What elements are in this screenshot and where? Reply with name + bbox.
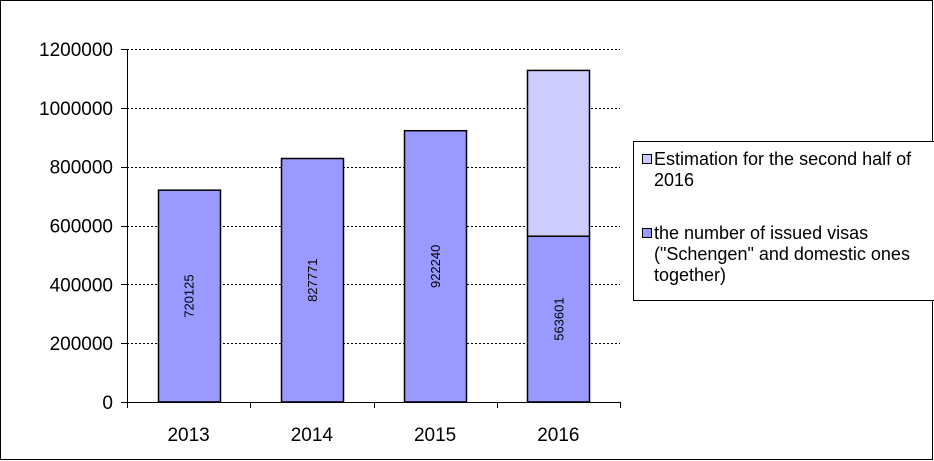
y-tick-label: 200000 [50,334,113,355]
legend-label-estimation: Estimation for the second half of 2016 [654,149,912,190]
bar-2016-series-1 [526,69,591,237]
axes [121,49,621,408]
bar-2015-series-0 [403,129,468,403]
bar-2014-series-0 [280,157,345,403]
y-tick-label: 1000000 [39,99,113,120]
data-label: 720125 [182,274,197,317]
y-tick-label: 800000 [50,158,113,179]
x-tick-label: 2013 [167,425,209,446]
y-tick-label: 600000 [50,217,113,238]
y-tick-label: 400000 [50,275,113,296]
data-labels: 720125 827771 922240 563601 [182,245,567,341]
legend-label-issued-visas: the number of issued visas ("Schengen" a… [654,223,910,285]
legend-swatch-estimation [642,154,652,164]
y-tick-label: 0 [102,393,113,414]
legend-swatch-issued-visas [642,228,652,238]
legend-item-estimation: Estimation for the second half of 2016 [642,149,928,191]
legend-item-issued-visas: the number of issued visas ("Schengen" a… [642,223,928,286]
data-label: 922240 [428,245,443,288]
y-tick-labels: 0 200000 400000 600000 800000 1000000 1200000 [39,40,113,414]
data-label: 563601 [551,297,566,340]
y-tick-label: 1200000 [39,40,113,61]
x-tick-label: 2014 [291,425,334,446]
data-label: 827771 [305,259,320,302]
bar-2016-series-0 [526,235,591,403]
legend: Estimation for the second half of 2016 t… [633,141,934,301]
x-tick-label: 2016 [537,425,579,446]
x-tick-labels: 2013 2014 2015 2016 [167,425,579,446]
x-tick-label: 2015 [414,425,456,446]
bars [157,69,591,403]
